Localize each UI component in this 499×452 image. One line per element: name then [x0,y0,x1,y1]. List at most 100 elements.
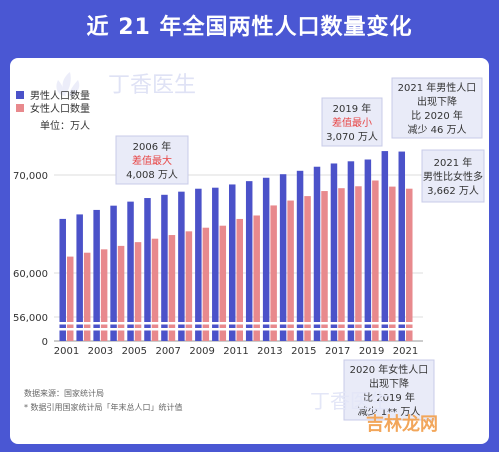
x-tick-2017: 2017 [325,346,350,357]
bar-male-2006 [144,198,151,341]
y-tick-56000: 56,000 [13,313,48,324]
y-tick-0: 0 [42,337,48,348]
annotation-2021-male-line3: 比 2020 年 [411,109,463,122]
annotation-2020-female-box [343,359,435,421]
bar-female-2004 [117,245,125,341]
axis-break-band [54,322,420,331]
annotation-2019-year: 2019 年 [333,102,372,115]
legend-male-swatch [16,91,24,99]
axis-break-gap-1 [54,322,420,325]
x-tick-2013: 2013 [257,346,282,357]
bar-male-2012 [245,181,253,341]
annotation-2006-year: 2006 年 [133,140,172,153]
annotation-2019-highlight: 差值最小 [332,116,372,129]
annotation-2021-male-line1: 2021 年男性人口 [398,81,477,94]
x-tick-2003: 2003 [88,346,113,357]
x-axis-ticks: 2001 2003 2005 2007 2009 2011 2013 2015 2017 2019… [54,346,418,357]
annotation-2019: 2019 年 差值最小 3,070 万人 [321,97,383,147]
bar-female-2017 [338,188,345,341]
x-tick-2019: 2019 [359,346,384,357]
unit-label: 单位：万人 [40,119,90,132]
annotation-2021-male-line4: 减少 46 万人 [407,124,466,136]
bar-female-2015 [304,196,311,341]
x-tick-2005: 2005 [122,346,147,357]
bar-series [59,151,413,342]
legend-female-label: 女性人口数量 [30,102,90,115]
bar-female-2001 [66,256,74,341]
bar-female-2002 [83,252,91,341]
x-tick-2001: 2001 [54,346,79,357]
annotation-2021-male-line2: 出现下降 [417,95,457,108]
watermark-text: 丁香医生 [108,73,196,98]
bar-male-2005 [127,201,134,342]
bar-female-2020 [389,186,396,341]
bar-female-2010 [219,225,227,341]
bar-female-2005 [134,242,142,341]
annotation-2021-difference-line2: 男性比女性多 [423,170,483,183]
annotation-2020-female-line3: 比 2019 年 [363,391,415,404]
source-footnote: * 数据引用国家统计局「年末总人口」统计值 [24,402,183,412]
bar-female-2003 [100,249,108,341]
annotation-2021-difference: 2021 年 男性比女性多 3,662 万人 [421,149,485,203]
annotation-2006-highlight: 差值最大 [132,154,172,167]
annotation-2006: 2006 年 差值最大 4,008 万人 [115,135,189,185]
y-tick-70000: 70,000 [13,171,48,182]
y-tick-60000: 60,000 [13,269,48,280]
bar-male-2021 [398,151,406,341]
site-watermark: 吉林龙网 [366,413,438,435]
annotation-2021-male-box [391,77,483,139]
bar-female-2018 [355,186,362,341]
bar-female-2012 [253,215,260,341]
bar-male-2018 [347,161,355,341]
axis-break-gap-2 [54,328,420,331]
annotation-2020-female-line4: 减少 1** 万人 [358,406,421,418]
bar-male-2002 [76,214,83,341]
bar-male-2003 [93,209,100,341]
bar-male-2008 [178,191,185,341]
bar-female-2007 [168,235,176,341]
annotation-2006-value: 4,008 万人 [126,169,178,181]
legend-female-swatch [16,104,24,112]
x-tick-2009: 2009 [189,346,214,357]
annotation-2020-female-line2: 出现下降 [369,377,409,390]
annotation-2021-male: 2021 年男性人口 出现下降 比 2020 年 减少 46 万人 [391,77,483,139]
bar-female-2011 [236,218,243,341]
page-title: 近 21 年全国两性人口数量变化 [86,15,413,40]
annotation-2020-female-line1: 2020 年女性人口 [350,363,429,376]
watermark-bottom: 丁香医生 [310,389,390,413]
annotation-2019-value: 3,070 万人 [326,131,378,143]
bar-male-2009 [195,188,202,341]
bar-female-2013 [270,205,277,341]
bar-male-2016 [313,166,321,341]
annotation-2020-female: 2020 年女性人口 出现下降 比 2019 年 减少 1** 万人 [343,359,435,421]
x-tick-2021: 2021 [393,346,418,357]
bar-female-2019 [372,180,379,341]
bar-male-2004 [110,205,117,341]
bar-male-2011 [229,184,236,341]
annotation-2021-difference-line1: 2021 年 [434,156,473,169]
bar-male-2019 [364,159,372,341]
annotation-2019-box [321,97,383,147]
x-tick-2015: 2015 [291,346,316,357]
bar-male-2015 [296,170,304,341]
bar-male-2014 [279,174,287,341]
bar-female-2006 [151,238,159,341]
bar-female-2009 [202,227,210,341]
bar-male-2001 [59,218,66,341]
brand-logo-icon [56,72,80,96]
bar-female-2014 [287,200,294,341]
bar-male-2010 [212,187,219,341]
annotation-2021-difference-line3: 3,662 万人 [427,185,479,197]
annotation-2021-difference-box [421,149,485,203]
bar-female-2016 [321,191,328,341]
x-tick-2011: 2011 [223,346,248,357]
bar-male-2007 [161,194,168,341]
bar-male-2017 [330,163,338,341]
chart-card: 丁香医生 男性人口数量 女性人口数量 单位：万人 70,000 60,000 5… [10,58,489,444]
source-note: 数据来源：国家统计局 [24,388,104,398]
legend-male-label: 男性人口数量 [30,89,90,102]
bar-male-2013 [262,177,270,341]
x-tick-2007: 2007 [155,346,180,357]
bar-female-2021 [406,188,413,341]
